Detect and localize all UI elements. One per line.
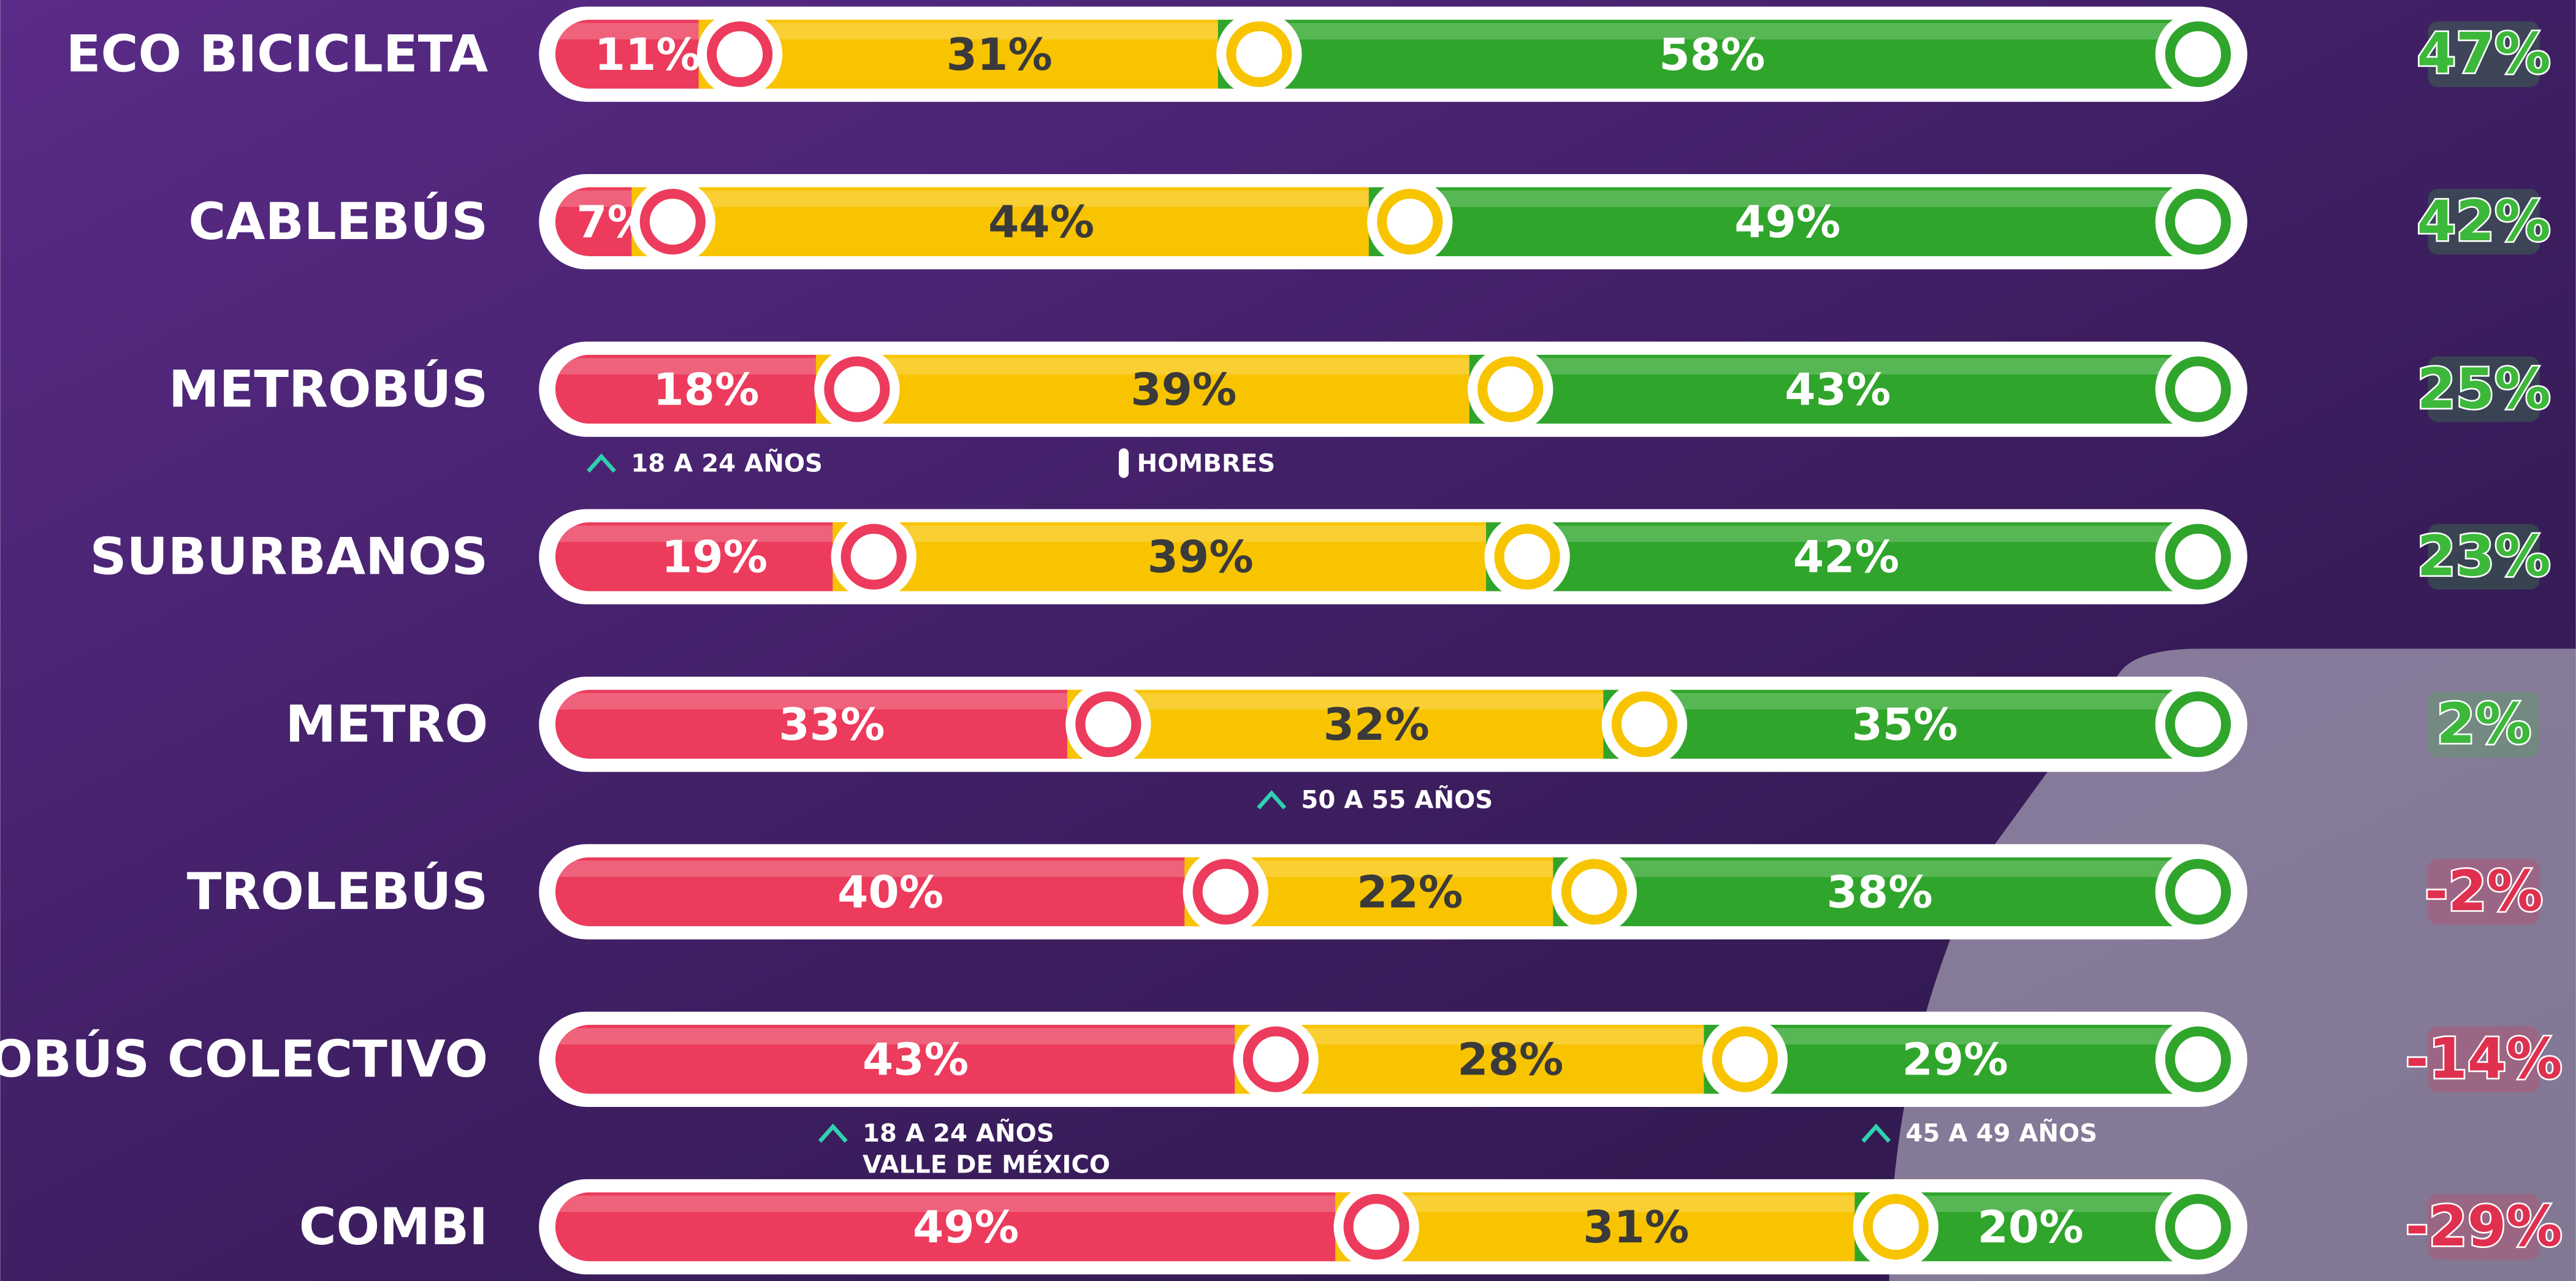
annotation: 18 A 24 AÑOS: [863, 1119, 1054, 1148]
net-value: -2%: [2425, 859, 2542, 924]
category-label: METROBÚS: [169, 359, 488, 419]
net-value: -29%: [2406, 1194, 2563, 1259]
segment-knob: [1382, 194, 1438, 249]
chart: ECO BICICLETA11%31%58%47%CABLEBÚS7%44%49…: [0, 0, 2576, 1281]
value-label: 22%: [1357, 867, 1463, 918]
segment-knob: [1349, 1199, 1404, 1255]
value-label: 44%: [988, 197, 1094, 248]
value-label: 32%: [1324, 699, 1430, 751]
value-label: 39%: [1148, 532, 1254, 583]
segment-knob: [2170, 1199, 2226, 1255]
value-label: 43%: [863, 1035, 969, 1086]
segment-knob: [1566, 864, 1622, 919]
segment-knob: [1868, 1199, 1924, 1255]
net-value: 23%: [2417, 524, 2551, 589]
annotation: 18 A 24 AÑOS: [631, 448, 823, 477]
category-label: CABLEBÚS: [188, 191, 488, 251]
net-value: -14%: [2406, 1027, 2563, 1092]
category-label: SUBURBANOS: [90, 527, 488, 587]
segment-knob: [846, 529, 902, 585]
bar-row: [555, 355, 2231, 424]
net-value: 47%: [2417, 21, 2551, 86]
net-value: 42%: [2417, 189, 2551, 254]
category-label: METRO: [286, 694, 489, 754]
annotation: 50 A 55 AÑOS: [1301, 785, 1493, 815]
segment-knob: [2170, 26, 2226, 82]
value-label: 20%: [1978, 1202, 2084, 1253]
segment-knob: [1080, 696, 1136, 752]
segment-knob: [1198, 864, 1254, 919]
value-label: 19%: [661, 532, 768, 583]
segment-knob: [1617, 696, 1672, 752]
value-label: 58%: [1659, 29, 1765, 81]
segment-knob: [645, 194, 701, 249]
value-label: 39%: [1130, 364, 1237, 416]
annotation: HOMBRES: [1137, 449, 1275, 477]
bar-row: [555, 20, 2231, 89]
annotation: VALLE DE MÉXICO: [863, 1149, 1110, 1179]
segment-knob: [1248, 1032, 1304, 1087]
segment-knob: [1499, 529, 1555, 585]
category-label: ECO BICICLETA: [66, 25, 488, 84]
segment-knob: [829, 361, 885, 417]
value-label: 42%: [1793, 532, 1899, 583]
value-label: 43%: [1785, 364, 1891, 416]
category-label: TROLEBÚS: [187, 861, 488, 921]
segment-knob: [2170, 864, 2226, 919]
net-value: 25%: [2417, 356, 2551, 421]
net-value: 2%: [2436, 691, 2531, 756]
segment-knob: [1717, 1032, 1773, 1087]
value-label: 31%: [947, 29, 1053, 81]
value-label: 49%: [1734, 197, 1840, 248]
person-icon: [1119, 449, 1129, 478]
annotation: 45 A 49 AÑOS: [1905, 1119, 2097, 1148]
segment-knob: [2170, 1032, 2226, 1087]
bar-row: [555, 522, 2231, 591]
value-label: 18%: [653, 364, 759, 416]
value-label: 49%: [913, 1202, 1019, 1253]
value-label: 40%: [837, 867, 943, 918]
value-label: 28%: [1457, 1035, 1563, 1086]
value-label: 38%: [1827, 867, 1933, 918]
segment-knob: [2170, 361, 2226, 417]
segment-knob: [2170, 529, 2226, 585]
segment-knob: [1231, 26, 1287, 82]
segment-knob: [2170, 194, 2226, 249]
value-label: 29%: [1902, 1035, 2008, 1086]
segment-knob: [712, 26, 768, 82]
segment-knob: [1482, 361, 1538, 417]
category-label: COMBI: [299, 1197, 488, 1256]
category-label: AUTOBÚS COLECTIVO: [0, 1029, 488, 1089]
segment-knob: [2170, 696, 2226, 752]
value-label: 11%: [595, 29, 701, 81]
value-label: 31%: [1583, 1202, 1689, 1253]
value-label: 33%: [779, 699, 885, 751]
value-label: 35%: [1852, 699, 1958, 751]
